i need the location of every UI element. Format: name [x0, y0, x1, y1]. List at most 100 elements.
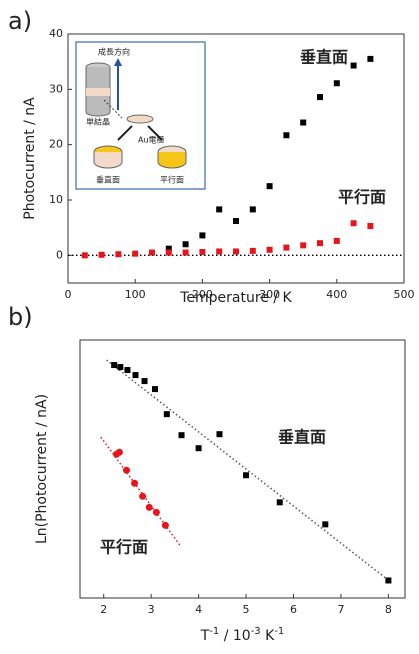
y-tick-label: 0	[56, 248, 63, 261]
point	[117, 364, 124, 371]
panel: a) 0 100 200 300 400 500 0 10 20 30 40 Temperature /…	[8, 7, 415, 306]
point	[124, 367, 131, 374]
x-tick-label: 400	[326, 288, 347, 301]
point	[152, 508, 160, 516]
point	[385, 577, 392, 584]
slice	[126, 114, 154, 124]
y-tick-label: 10	[49, 193, 63, 206]
point	[243, 472, 250, 479]
point	[216, 248, 223, 255]
point	[145, 503, 153, 511]
point	[98, 251, 105, 258]
point	[199, 249, 206, 256]
point	[249, 247, 256, 254]
point	[249, 206, 256, 213]
fit-line	[100, 436, 181, 546]
inset-label: 垂直面	[96, 175, 120, 185]
point	[111, 362, 118, 369]
point	[165, 249, 172, 256]
x-tick-label: 300	[259, 288, 280, 301]
inset: 成長方向 単結晶 Au電極 垂直面 平行面	[75, 41, 206, 190]
point	[131, 479, 139, 487]
annotation: 平行面	[100, 538, 148, 557]
point	[178, 432, 185, 439]
x-label-part: T	[200, 628, 210, 644]
inset-label: Au電極	[138, 135, 165, 145]
x-axis-label: Temperature / K	[179, 290, 292, 306]
point	[163, 411, 170, 418]
x-tick-label: 5	[243, 603, 250, 616]
x-tick-label: 8	[385, 603, 392, 616]
growth-arrowhead	[114, 58, 122, 66]
point	[182, 241, 189, 248]
point	[350, 62, 357, 69]
point	[266, 183, 273, 190]
point	[216, 206, 223, 213]
perp-sample-side	[93, 152, 123, 169]
point	[333, 237, 340, 244]
point	[122, 466, 130, 474]
point	[195, 445, 202, 452]
point	[115, 448, 123, 456]
panel: b)2 3 4 5 6 7 8T-1 / 10-3 K-1Ln(Photocurrent /…	[8, 303, 406, 644]
point	[300, 242, 307, 249]
point	[317, 94, 323, 101]
para-sample-side	[157, 152, 187, 169]
x-tick-label: 3	[148, 603, 155, 616]
x-tick-label: 6	[290, 603, 297, 616]
point	[322, 521, 329, 528]
point	[367, 223, 374, 230]
point	[283, 132, 290, 139]
split-arrows	[117, 125, 163, 141]
inset-label: 平行面	[160, 175, 184, 185]
y-axis-label: Photocurrent / nA	[22, 97, 38, 220]
inset-label: 単結晶	[86, 117, 110, 127]
x-label-part: / 10	[219, 628, 250, 644]
x-tick-label: 100	[125, 288, 146, 301]
point	[276, 499, 283, 506]
plot-frame	[79, 339, 406, 599]
point	[81, 252, 88, 259]
point	[266, 246, 273, 253]
point	[139, 492, 147, 500]
crystal-slice	[86, 88, 110, 96]
point	[161, 521, 169, 529]
point	[132, 250, 139, 257]
point	[367, 55, 374, 62]
point	[151, 386, 158, 393]
point	[283, 244, 290, 251]
point	[199, 232, 206, 239]
x-axis-label: T-1 / 10-3 K-1	[200, 626, 285, 644]
x-tick-label: 7	[337, 603, 344, 616]
panel-label: b)	[8, 303, 33, 331]
x-label-sup: -1	[274, 626, 284, 637]
point	[149, 249, 155, 256]
cut-line	[103, 99, 123, 119]
point	[216, 431, 223, 438]
point	[132, 372, 139, 379]
panel-label: a)	[8, 7, 32, 35]
fit-line	[106, 359, 392, 584]
x-tick-label: 0	[65, 288, 72, 301]
annotation: 垂直面	[278, 428, 326, 447]
x-label-sup: -3	[251, 626, 261, 637]
point	[300, 119, 307, 126]
annotation: 平行面	[338, 188, 386, 207]
x-tick-label: 500	[394, 288, 415, 301]
y-tick-label: 40	[49, 27, 63, 40]
point	[115, 251, 122, 258]
x-tick-label: 200	[192, 288, 213, 301]
point	[165, 245, 172, 252]
point	[333, 80, 340, 87]
x-label-part: K	[261, 628, 275, 644]
x-tick-label: 4	[195, 603, 202, 616]
x-tick-label: 2	[100, 603, 107, 616]
point	[182, 249, 189, 256]
inset-label: 成長方向	[98, 47, 130, 57]
y-tick-label: 20	[49, 138, 63, 151]
annotation: 垂直面	[300, 48, 348, 67]
point	[233, 218, 239, 225]
y-axis-label: Ln(Photocurrent / nA)	[34, 394, 50, 544]
x-label-sup: -1	[209, 626, 219, 637]
